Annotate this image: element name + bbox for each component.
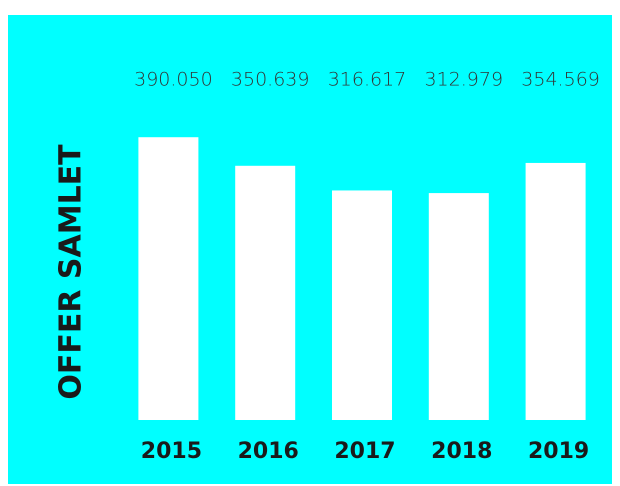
x-tick-label: 2015 [141,439,202,464]
value-label: 350.639 [231,69,310,91]
value-label: 390.050 [134,69,213,91]
x-tick-label: 2016 [238,439,299,464]
value-label: 316.617 [328,69,407,91]
x-tick-label: 2018 [431,439,492,464]
bar [332,190,392,420]
bar [428,193,489,420]
x-tick-label: 2019 [528,439,589,464]
value-label: 312.979 [425,69,504,91]
y-axis-title: OFFER SAMLET [54,144,89,400]
bar [138,137,199,420]
bar [525,162,586,420]
bar [235,165,296,420]
x-tick-label: 2017 [334,439,395,464]
chart-background [8,15,612,484]
value-label: 354.569 [521,69,600,91]
